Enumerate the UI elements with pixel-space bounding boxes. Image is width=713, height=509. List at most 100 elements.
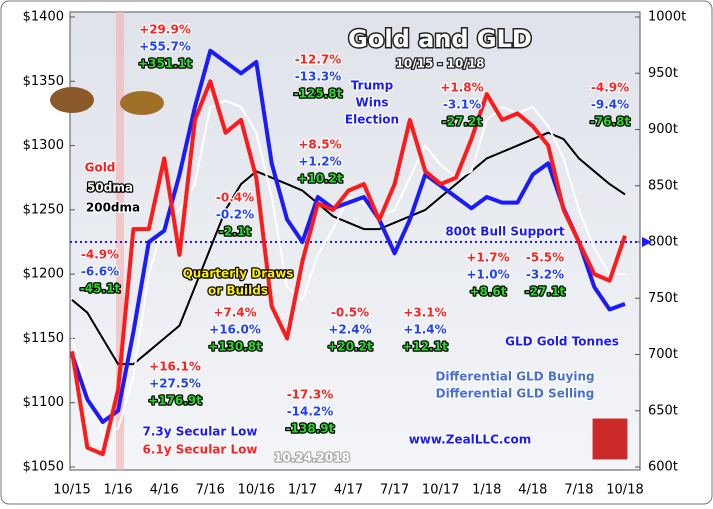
- note: Differential GLD Buying: [435, 370, 594, 384]
- change-label: +8.5%: [298, 138, 341, 152]
- change-label: +130.8t: [208, 340, 262, 354]
- logo: [591, 417, 629, 461]
- x-tick-label: 1/17: [288, 483, 317, 498]
- change-label: -45.1t: [80, 282, 121, 296]
- change-label: +27.5%: [149, 377, 201, 391]
- chart-subtitle: 10/15 - 10/18: [396, 57, 485, 71]
- change-label: -6.6%: [81, 265, 119, 279]
- change-label: -9.4%: [591, 98, 629, 112]
- note: or Builds: [208, 284, 268, 298]
- y2-tick-label: 800t: [648, 235, 678, 250]
- note: 7.3y Secular Low: [143, 425, 258, 439]
- x-tick-label: 10/16: [238, 483, 275, 498]
- change-label: +351.1t: [138, 57, 192, 71]
- change-label: +1.8%: [440, 81, 483, 95]
- change-label: -3.2%: [526, 268, 564, 282]
- change-label: -3.1%: [443, 98, 481, 112]
- change-label: -4.9%: [81, 248, 119, 262]
- x-tick-label: 4/17: [334, 483, 363, 498]
- change-label: +3.1%: [403, 306, 446, 320]
- series-line: [70, 48, 626, 424]
- change-label: +176.9t: [148, 394, 202, 408]
- note: Differential GLD Selling: [436, 387, 595, 401]
- change-label: +8.6t: [469, 285, 506, 299]
- x-tick-label: 1/18: [472, 483, 501, 498]
- y2-tick-label: 1000t: [648, 10, 686, 25]
- y-tick-label: $1250: [23, 202, 64, 217]
- x-tick-label: 10/15: [53, 483, 90, 498]
- y2-tick-label: 700t: [648, 347, 678, 362]
- note: Quarterly Draws: [183, 267, 294, 281]
- change-label: -17.3%: [287, 388, 334, 402]
- change-label: +10.2t: [297, 172, 343, 186]
- support-label: 800t Bull Support: [445, 225, 565, 239]
- change-label: +12.1t: [402, 340, 448, 354]
- change-label: +16.1%: [149, 360, 201, 374]
- change-label: -138.9t: [286, 422, 335, 436]
- x-tick-label: 4/16: [150, 483, 179, 498]
- legend-label: 200dma: [86, 201, 140, 215]
- y-tick-label: $1200: [23, 267, 64, 282]
- y2-tick-label: 850t: [648, 178, 678, 193]
- change-label: +55.7%: [139, 40, 191, 54]
- legend-label: 50dma: [87, 181, 133, 195]
- change-label: +1.7%: [466, 251, 509, 265]
- x-tick-label: 10/17: [422, 483, 459, 498]
- series-line: [70, 79, 627, 457]
- y2-tick-label: 900t: [648, 122, 678, 137]
- change-label: -0.2%: [216, 208, 254, 222]
- y2-tick-label: 650t: [648, 403, 678, 418]
- x-tick-label: 4/18: [518, 483, 547, 498]
- change-label: -27.2t: [442, 115, 483, 129]
- note: Election: [345, 113, 399, 127]
- change-label: +2.4%: [328, 323, 371, 337]
- change-label: -125.8t: [294, 87, 343, 101]
- note: 10.24.2018: [274, 451, 350, 465]
- x-tick-label: 10/18: [606, 483, 643, 498]
- change-label: +29.9%: [139, 23, 191, 37]
- note: 6.1y Secular Low: [143, 443, 258, 457]
- change-label: -0.5%: [331, 306, 369, 320]
- x-tick-label: 7/18: [564, 483, 593, 498]
- y-tick-label: $1300: [23, 138, 64, 153]
- change-label: +16.0%: [209, 323, 261, 337]
- change-label: -76.8t: [590, 115, 631, 129]
- y-tick-label: $1150: [23, 331, 64, 346]
- change-label: -5.5%: [526, 251, 564, 265]
- change-label: +1.4%: [403, 323, 446, 337]
- note: Trump: [351, 79, 394, 93]
- series-line: [71, 99, 625, 436]
- bull-icon: [120, 91, 164, 115]
- change-label: -13.3%: [295, 70, 342, 84]
- support-arrow: [642, 237, 652, 247]
- change-label: +1.2%: [298, 155, 341, 169]
- series-line: [71, 131, 626, 366]
- x-tick-label: 1/16: [103, 483, 132, 498]
- y2-tick-label: 950t: [648, 66, 678, 81]
- change-label: +7.4%: [213, 306, 256, 320]
- change-label: -14.2%: [287, 405, 334, 419]
- y2-tick-label: 750t: [648, 291, 678, 306]
- x-tick-label: 7/16: [196, 483, 225, 498]
- chart-title: Gold and GLD: [348, 25, 532, 53]
- legend-label: GLD Gold Tonnes: [505, 335, 619, 349]
- legend-label: Gold: [85, 161, 116, 175]
- x-tick-label: 7/17: [380, 483, 409, 498]
- y2-tick-label: 600t: [648, 460, 678, 475]
- change-label: -27.1t: [525, 285, 566, 299]
- note: Wins: [355, 96, 388, 110]
- change-label: -12.7%: [295, 53, 342, 67]
- y-tick-label: $1350: [23, 74, 64, 89]
- change-label: -4.9%: [591, 81, 629, 95]
- y-tick-label: $1100: [23, 395, 64, 410]
- change-label: +20.2t: [327, 340, 373, 354]
- change-label: -2.1t: [219, 225, 251, 239]
- y-tick-label: $1400: [23, 10, 64, 25]
- change-label: -0.4%: [216, 191, 254, 205]
- change-label: +1.0%: [466, 268, 509, 282]
- note: www.ZealLLC.com: [409, 433, 532, 447]
- y-tick-label: $1050: [23, 460, 64, 475]
- bear-icon: [50, 87, 94, 113]
